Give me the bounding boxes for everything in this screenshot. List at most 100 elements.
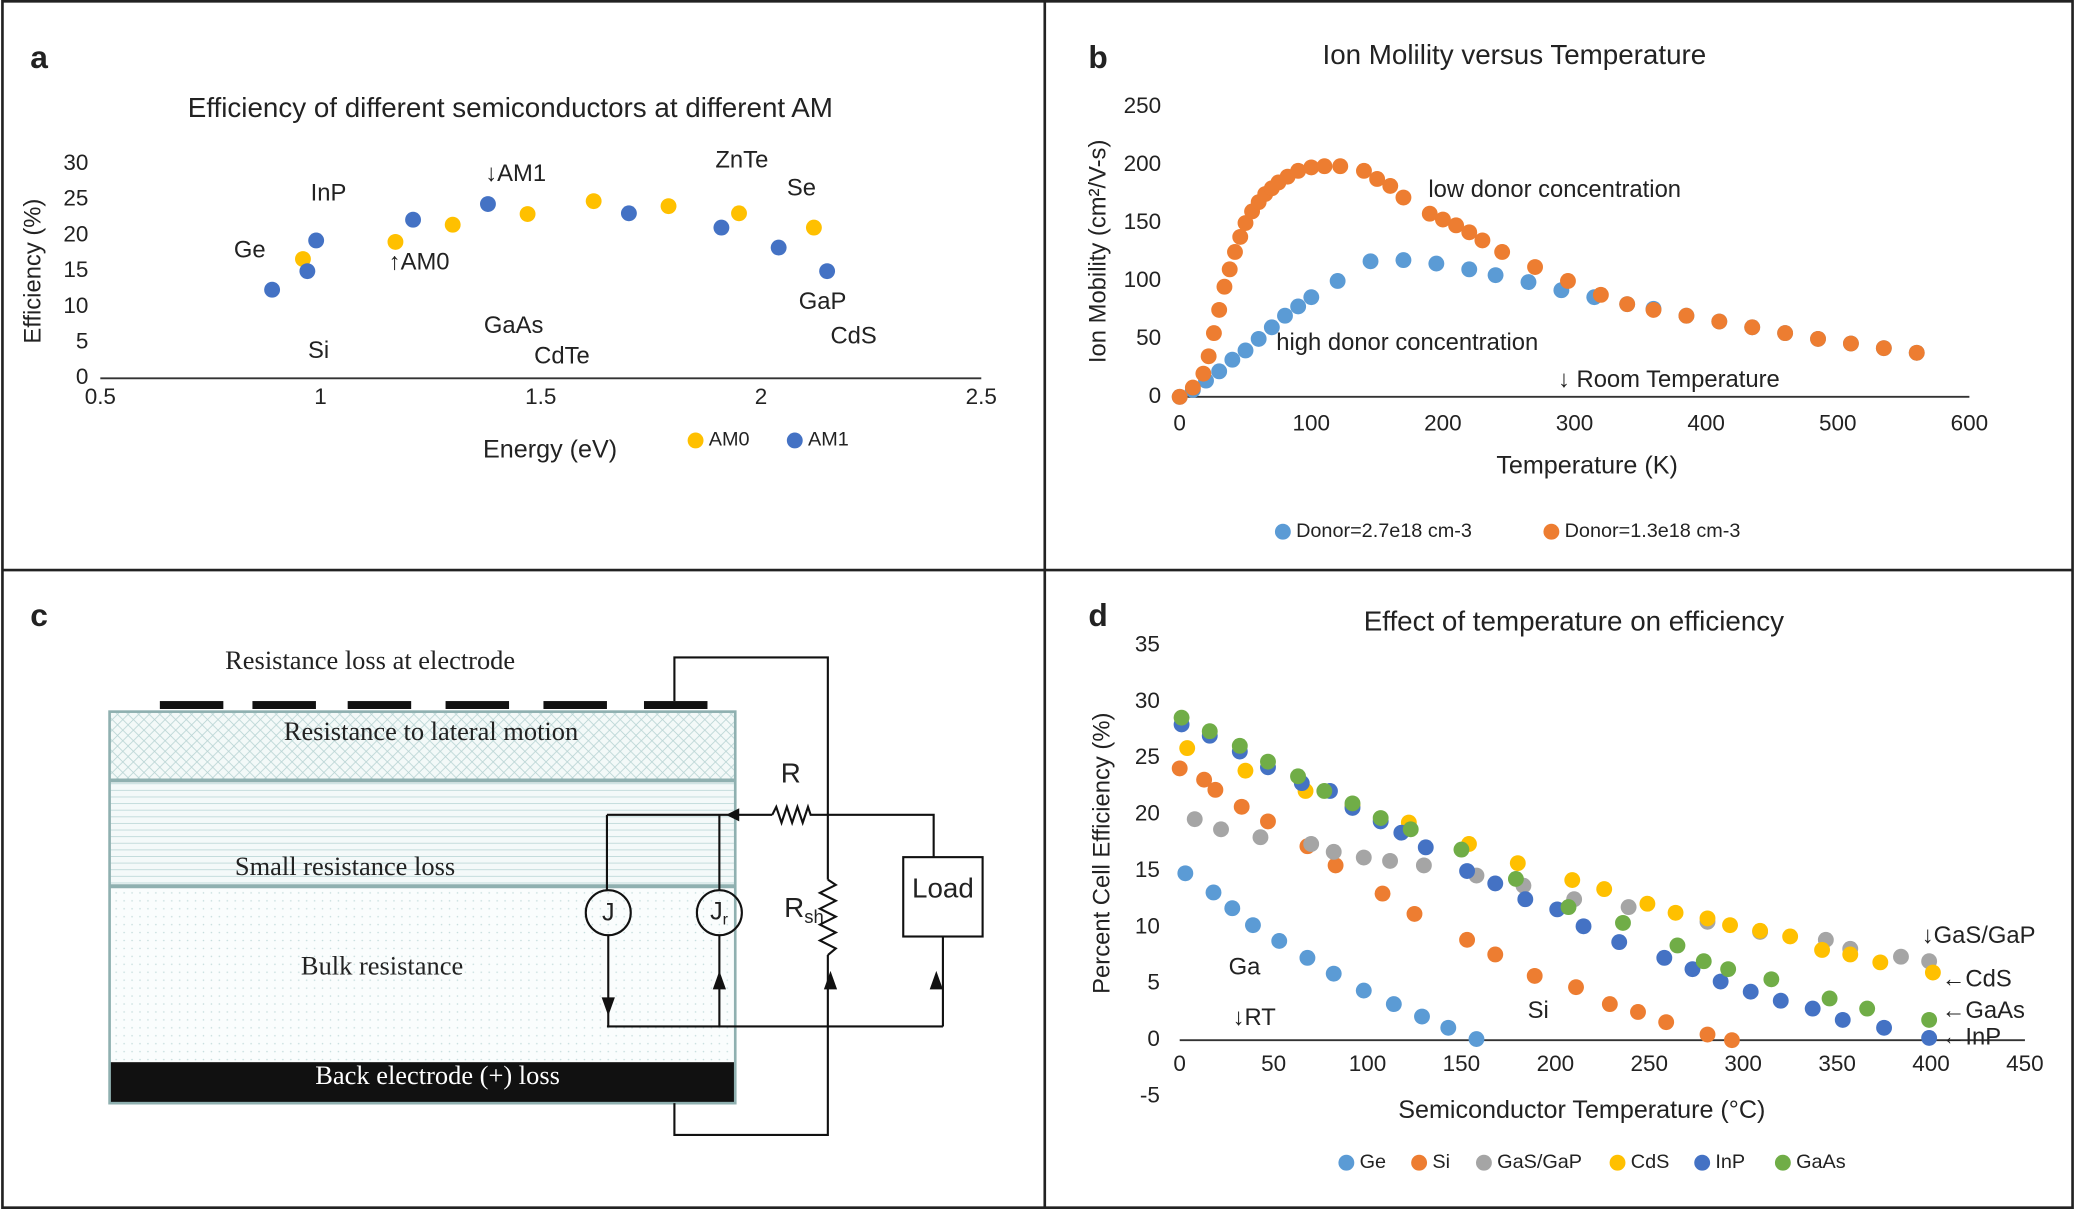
data-point (1179, 740, 1196, 757)
legend-marker (1411, 1154, 1428, 1171)
legend-marker (1609, 1154, 1626, 1171)
data-point (1200, 348, 1217, 365)
panel-label: d (1088, 597, 1107, 633)
data-point (1186, 811, 1203, 828)
legend-marker (687, 432, 704, 449)
data-point (1658, 1014, 1675, 1031)
shunt-main: R (784, 892, 804, 923)
x-tick-label: 100 (1349, 1051, 1386, 1076)
data-point (308, 232, 325, 249)
annotation: InP (311, 180, 347, 207)
resistor-label: R (781, 757, 801, 788)
back-electrode (109, 1062, 736, 1104)
lateral-layer (109, 711, 736, 781)
x-tick-label: 100 (1293, 411, 1330, 436)
data-point (1924, 964, 1941, 981)
data-point (1290, 298, 1307, 315)
data-point (1382, 852, 1399, 869)
y-tick-label: 30 (63, 150, 88, 175)
data-point (1487, 267, 1504, 284)
current-label: J (602, 899, 615, 927)
panel-label: c (30, 597, 48, 633)
data-point (1645, 301, 1662, 318)
y-tick-label: 0 (76, 364, 89, 389)
data-point (1205, 884, 1222, 901)
y-tick-label: 0 (1147, 1026, 1159, 1051)
legend-marker (1338, 1154, 1355, 1171)
x-tick-label: 600 (1951, 411, 1988, 436)
legend-label: Donor=2.7e18 cm-3 (1296, 520, 1472, 542)
data-point (1459, 931, 1476, 948)
data-point (1171, 388, 1188, 405)
data-point (1224, 900, 1241, 917)
x-tick-label: 250 (1631, 1051, 1669, 1076)
y-tick-label: 35 (1135, 631, 1160, 656)
data-point (1772, 992, 1789, 1009)
layer-label: Back electrode (+) loss (315, 1060, 560, 1090)
data-point (295, 251, 311, 267)
data-point (1177, 865, 1194, 882)
chart-title: Efficiency of different semiconductors a… (188, 92, 833, 123)
data-point (1517, 891, 1534, 908)
y-tick-label: 5 (1147, 970, 1159, 995)
data-point (1908, 344, 1925, 361)
data-point (1752, 922, 1769, 939)
data-point (1601, 996, 1618, 1013)
data-point (1509, 855, 1526, 872)
y-tick-label: 250 (1124, 93, 1161, 118)
data-point (1459, 863, 1476, 879)
annotation: ↓GaS/GaP (1922, 922, 2036, 949)
shunt-sub: sh (804, 906, 824, 927)
data-point (731, 205, 747, 222)
data-point (1325, 843, 1342, 860)
data-point (1290, 768, 1306, 785)
data-point (1213, 821, 1229, 838)
data-point (1620, 899, 1637, 916)
data-point (1875, 340, 1892, 357)
data-point (1487, 946, 1504, 963)
data-point (1921, 1029, 1938, 1046)
recombination-main: J (710, 897, 723, 925)
data-point (1615, 914, 1631, 931)
x-axis-label: Temperature (K) (1496, 452, 1678, 480)
annotation: ↓AM1 (485, 160, 546, 187)
annotation: Si (1528, 997, 1549, 1024)
annotation: Ge (234, 237, 266, 264)
legend-marker (786, 432, 803, 449)
chart-title: Ion Molility versus Temperature (1322, 39, 1706, 70)
data-point (1277, 307, 1293, 324)
data-point (1782, 928, 1799, 945)
legend-label: Si (1432, 1151, 1450, 1173)
x-tick-label: 0.5 (85, 384, 116, 409)
x-tick-label: 0 (1173, 1051, 1186, 1076)
data-point (1263, 319, 1280, 336)
data-point (1303, 836, 1320, 852)
data-point (299, 263, 316, 280)
x-tick-label: 400 (1912, 1051, 1950, 1076)
y-axis-label: Efficiency (%) (19, 199, 46, 344)
data-point (1428, 255, 1445, 272)
data-point (1821, 990, 1838, 1007)
data-point (1221, 261, 1238, 278)
y-tick-label: 25 (1135, 744, 1160, 769)
y-tick-label: 10 (1135, 913, 1160, 938)
layer-label: Bulk resistance (301, 950, 463, 980)
data-point (1385, 996, 1402, 1013)
data-point (1810, 330, 1826, 347)
data-point (819, 263, 836, 280)
recombination-label: Jr (710, 897, 729, 928)
data-point (1362, 253, 1379, 270)
annotation: CdS (830, 323, 876, 350)
data-point (1560, 273, 1576, 289)
x-tick-label: 50 (1261, 1051, 1286, 1076)
data-point (1356, 162, 1372, 179)
annotation: ↑AM0 (389, 249, 450, 276)
x-tick-label: 2 (755, 384, 768, 409)
panel-label: a (30, 39, 48, 75)
annotation: GaP (799, 288, 847, 315)
x-axis-label: Semiconductor Temperature (°C) (1398, 1096, 1765, 1124)
data-point (1814, 942, 1831, 958)
data-point (1252, 829, 1269, 846)
data-point (1406, 905, 1423, 922)
data-point (1487, 875, 1504, 892)
